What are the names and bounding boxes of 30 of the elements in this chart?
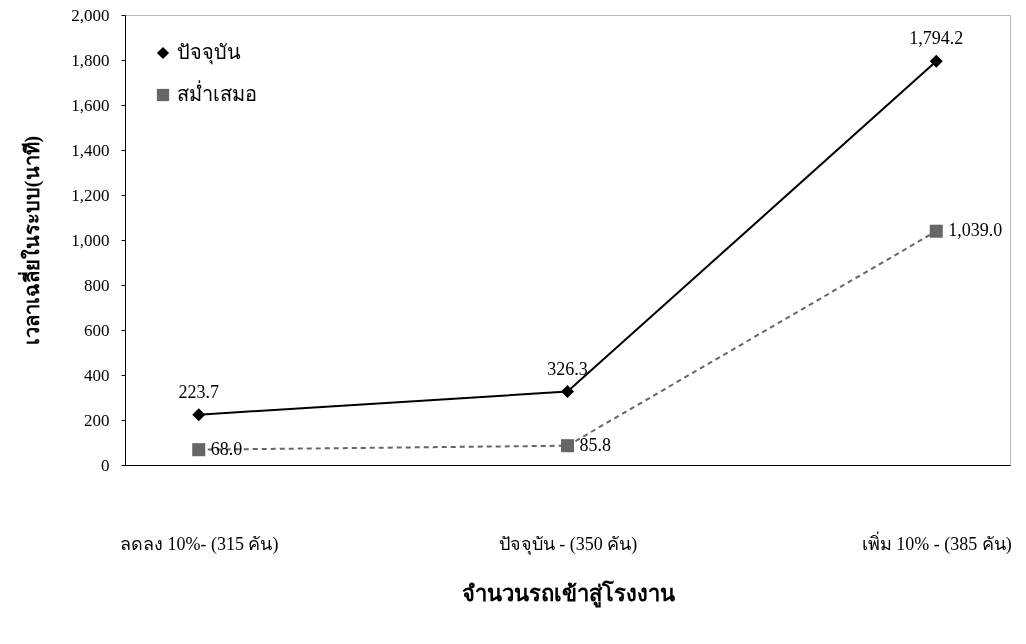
point bbox=[192, 443, 206, 457]
y-tick-label: 0 bbox=[101, 455, 110, 475]
point bbox=[560, 385, 575, 399]
y-tick-label: 600 bbox=[84, 320, 110, 340]
data-label: 1,039.0 bbox=[948, 220, 1003, 241]
point bbox=[929, 54, 943, 68]
data-label: 223.7 bbox=[178, 381, 219, 402]
y-tick-label: 2,000 bbox=[71, 5, 110, 25]
y-tick-label: 400 bbox=[84, 365, 110, 385]
data-label: 1,794.2 bbox=[909, 28, 964, 49]
legend-label: สม่ำเสมอ bbox=[177, 80, 257, 105]
y-tick-label: 1,000 bbox=[71, 230, 110, 250]
y-tick-label: 1,200 bbox=[71, 185, 110, 205]
x-tick-label: เพิ่ม 10% - (385 คัน) bbox=[861, 530, 1012, 555]
y-tick-label: 800 bbox=[84, 275, 110, 295]
point bbox=[560, 439, 575, 453]
y-tick-label: 1,400 bbox=[71, 140, 110, 160]
y-axis-title: เวลาเฉลี่ยในระบบ(นาที) bbox=[17, 135, 45, 346]
x-tick-label: ปัจจุบัน - (350 คัน) bbox=[498, 533, 638, 555]
data-label: 326.3 bbox=[547, 358, 588, 379]
y-tick-label: 1,800 bbox=[71, 50, 110, 70]
y-tick-label: 200 bbox=[84, 410, 110, 430]
legend-label: ปัจจุบัน bbox=[177, 41, 241, 65]
point bbox=[192, 408, 206, 422]
y-tick-label: 1,600 bbox=[71, 95, 110, 115]
x-axis-title: จำนวนรถเข้าสู่โรงงาน bbox=[461, 579, 675, 608]
point bbox=[929, 224, 943, 238]
x-tick-label: ลดลง 10%- (315 คัน) bbox=[120, 533, 279, 555]
data-label: 68.0 bbox=[210, 438, 243, 459]
data-label: 85.8 bbox=[579, 434, 611, 455]
